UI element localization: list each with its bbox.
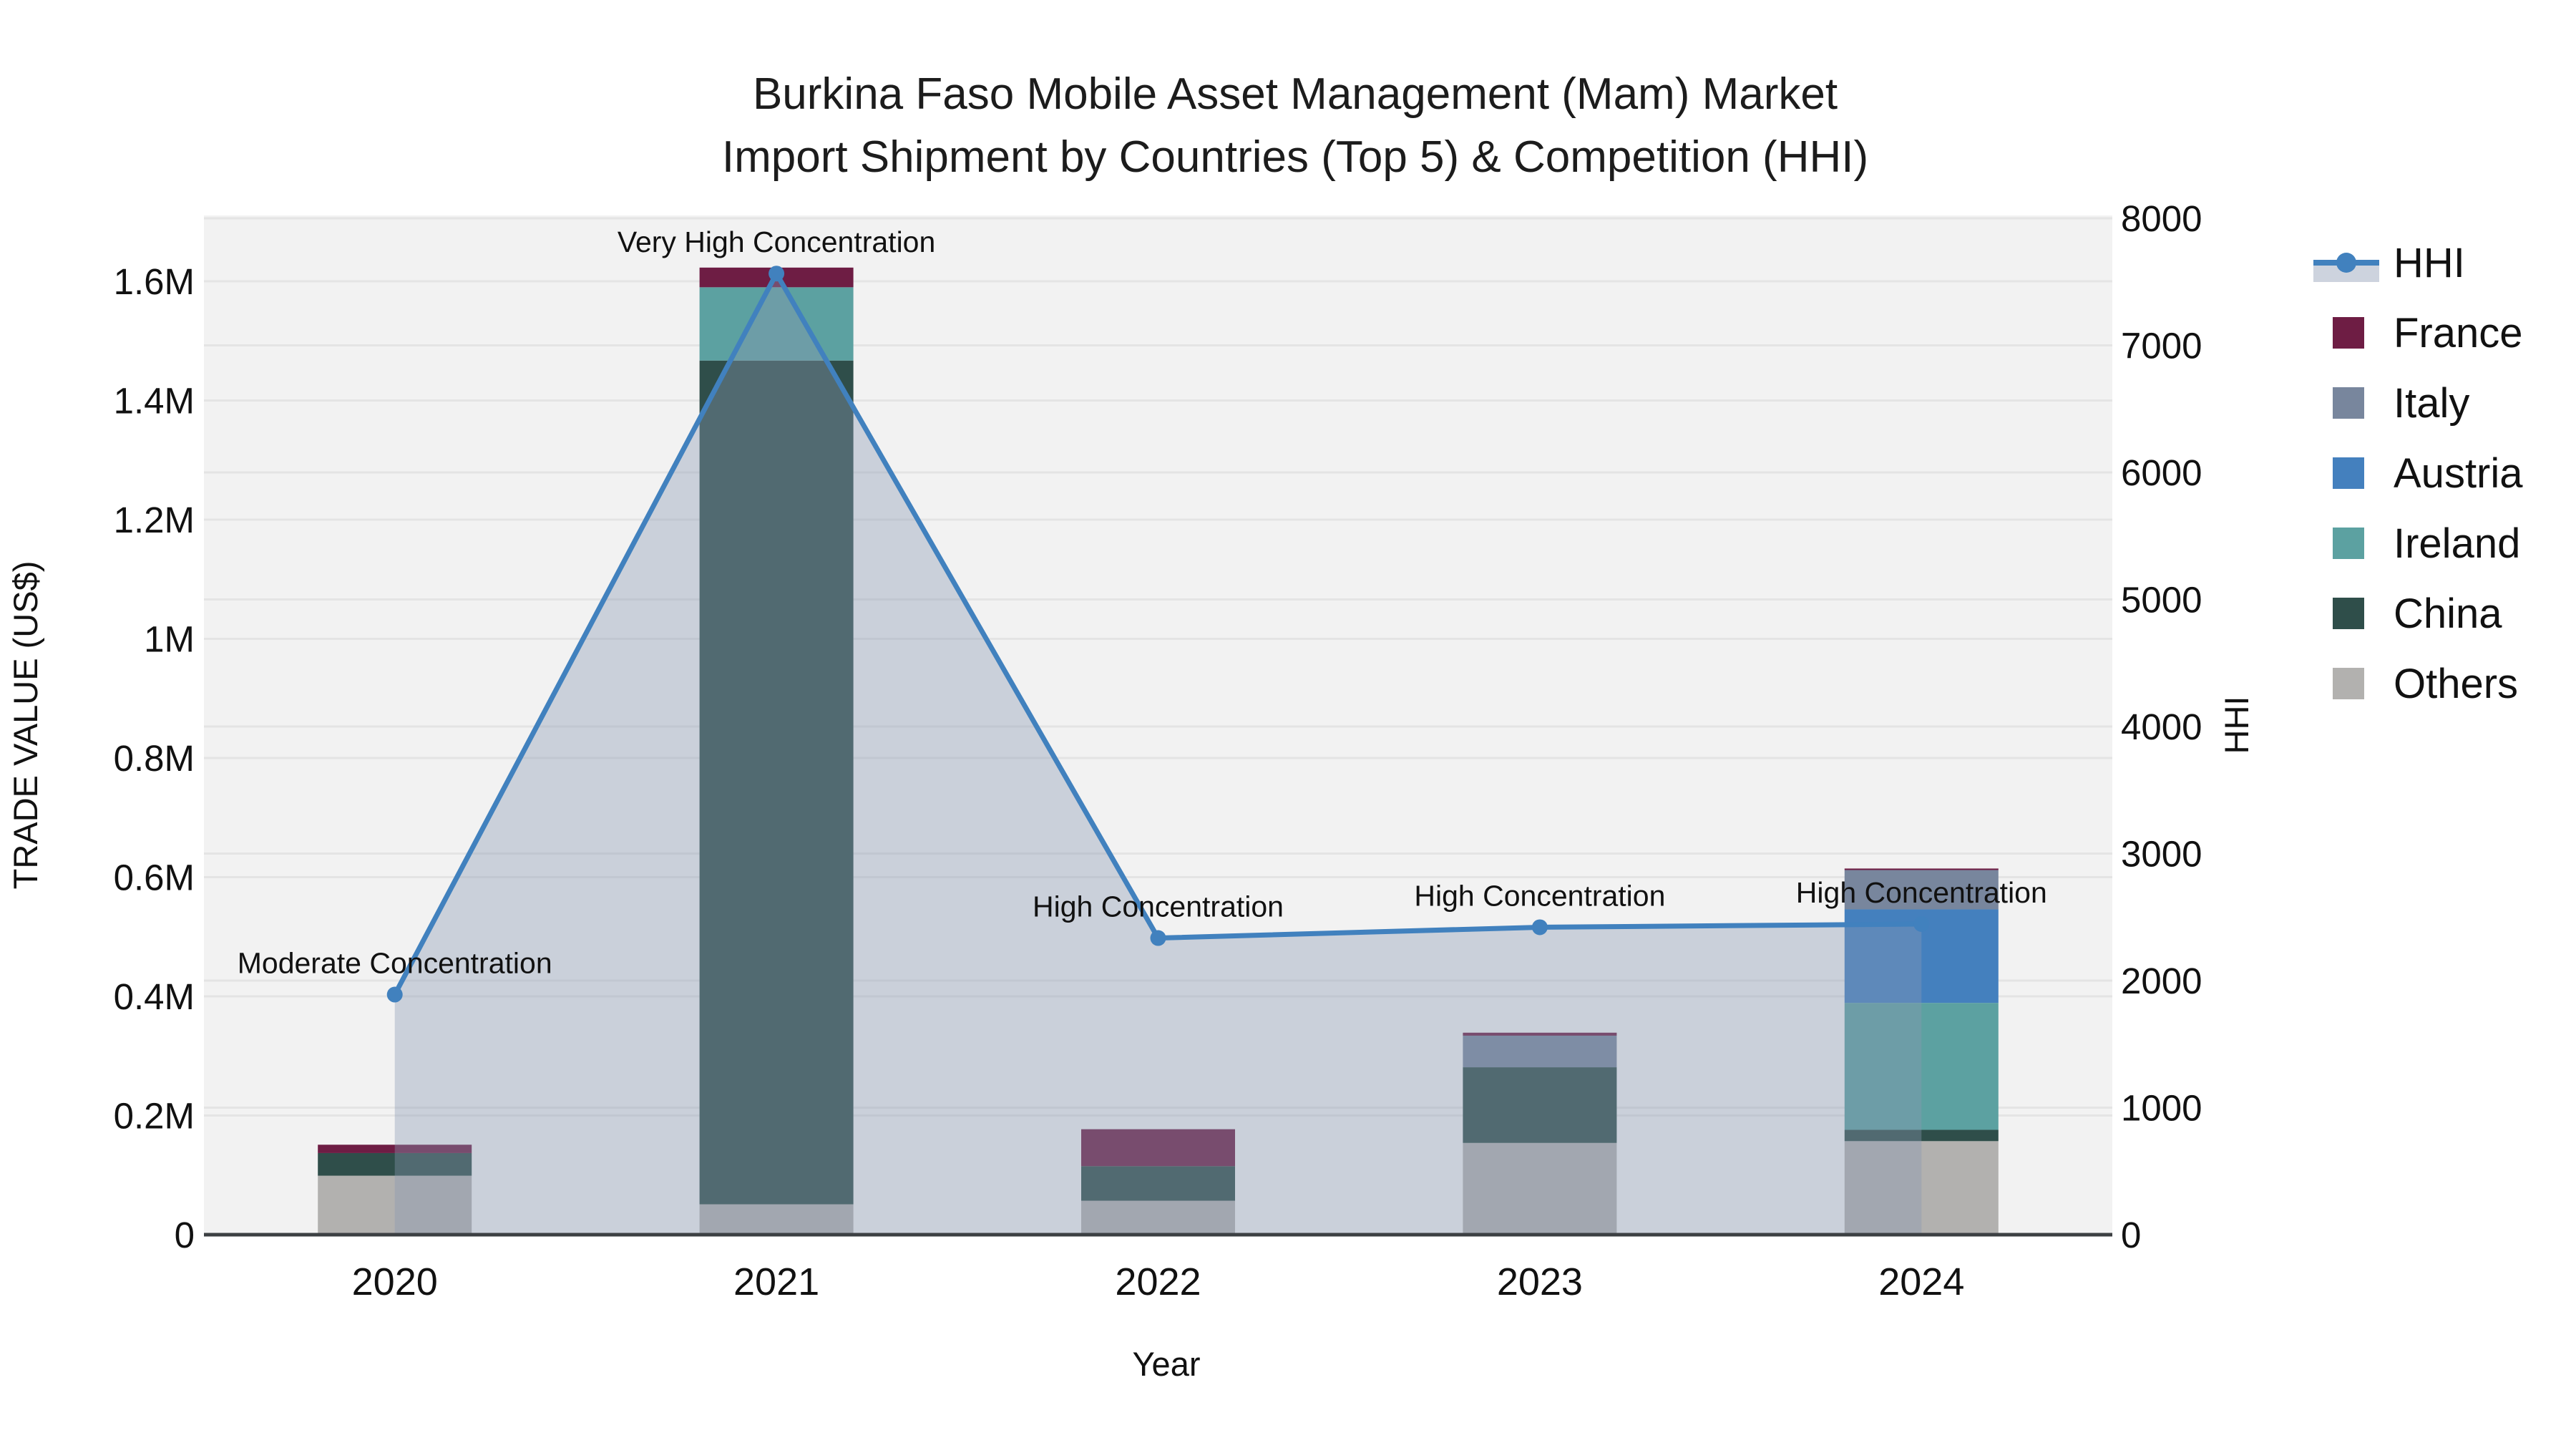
bar-others-2021[interactable] [699, 1204, 854, 1235]
legend-item-hhi[interactable]: HHI [2313, 240, 2465, 286]
legend-item-italy[interactable]: Italy [2333, 380, 2469, 427]
legend-item-ireland[interactable]: Ireland [2333, 520, 2520, 567]
y-right-tick-labels: 0 1000 2000 3000 4000 5000 6000 7000 8000 [2121, 198, 2202, 1255]
legend-label-italy: Italy [2394, 380, 2469, 427]
y-left-tick-1.6M: 1.6M [114, 261, 195, 302]
y-right-axis-title: HHI [2218, 696, 2255, 754]
legend-swatch-china [2333, 598, 2364, 629]
bar-china-2023[interactable] [1463, 1067, 1617, 1143]
legend-label-ireland: Ireland [2394, 520, 2520, 567]
legend-label-france: France [2394, 310, 2523, 356]
y-right-tick-8000: 8000 [2121, 198, 2202, 239]
y-left-tick-1.2M: 1.2M [114, 500, 195, 540]
annotation-2023: High Concentration [1414, 879, 1665, 912]
legend-swatch-italy [2333, 387, 2364, 419]
bar-ireland-2024[interactable] [1844, 1003, 1999, 1130]
bar-france-2022[interactable] [1081, 1129, 1235, 1167]
annotation-2024: High Concentration [1796, 876, 2047, 909]
legend-swatch-france [2333, 317, 2364, 349]
y-left-tick-0.8M: 0.8M [114, 738, 195, 779]
legend-label-china: China [2394, 591, 2502, 637]
plot-area [204, 215, 2112, 1235]
y-left-tick-0.2M: 0.2M [114, 1096, 195, 1137]
bar-italy-2024[interactable] [1844, 870, 1999, 910]
chart-title-line2: Import Shipment by Countries (Top 5) & C… [722, 132, 1868, 182]
y-left-tick-0.6M: 0.6M [114, 857, 195, 898]
x-axis-title: Year [1133, 1345, 1201, 1383]
bar-others-2020[interactable] [318, 1175, 472, 1235]
legend-label-others: Others [2394, 661, 2518, 707]
y-right-tick-5000: 5000 [2121, 580, 2202, 621]
bar-france-2020[interactable] [318, 1145, 472, 1153]
legend: HHI France Italy Austria Ireland China Others [2313, 240, 2523, 707]
annotation-2021: Very High Concentration [618, 225, 935, 258]
bar-china-2024[interactable] [1844, 1129, 1999, 1142]
bar-others-2022[interactable] [1081, 1200, 1235, 1235]
bar-china-2021[interactable] [699, 360, 854, 1205]
legend-item-others[interactable]: Others [2333, 661, 2518, 707]
x-tick-2020: 2020 [352, 1260, 438, 1303]
bar-italy-2023[interactable] [1463, 1035, 1617, 1068]
chart-title-line1: Burkina Faso Mobile Asset Management (Ma… [753, 69, 1838, 119]
legend-item-austria[interactable]: Austria [2333, 450, 2523, 497]
annotation-2022: High Concentration [1033, 890, 1284, 923]
x-tick-2021: 2021 [733, 1260, 819, 1303]
legend-item-china[interactable]: China [2333, 591, 2502, 637]
y-left-tick-0.4M: 0.4M [114, 976, 195, 1017]
hhi-area-fill [394, 273, 1922, 1235]
bar-france-2023[interactable] [1463, 1032, 1617, 1036]
y-right-tick-4000: 4000 [2121, 706, 2202, 747]
x-tick-2024: 2024 [1878, 1260, 1964, 1303]
y-right-tick-1000: 1000 [2121, 1088, 2202, 1129]
hhi-point-2020[interactable] [386, 986, 403, 1003]
y-right-tick-7000: 7000 [2121, 326, 2202, 366]
y-left-tick-0: 0 [175, 1215, 195, 1255]
bar-china-2020[interactable] [318, 1152, 472, 1176]
bar-france-2024[interactable] [1844, 868, 1999, 870]
legend-item-france[interactable]: France [2333, 310, 2523, 356]
hhi-point-2022[interactable] [1150, 930, 1166, 946]
legend-swatch-others [2333, 668, 2364, 699]
hhi-point-2023[interactable] [1531, 919, 1548, 936]
hhi-line-layer [386, 266, 1930, 1235]
annotations-layer: Moderate Concentration Very High Concentr… [238, 225, 2047, 979]
legend-hhi-marker-key [2336, 253, 2356, 273]
hhi-point-2021[interactable] [769, 266, 785, 282]
bar-others-2024[interactable] [1844, 1141, 1999, 1235]
legend-swatch-ireland [2333, 528, 2364, 559]
x-tick-labels: 2020 2021 2022 2023 2024 [352, 1260, 1965, 1303]
gridlines [204, 217, 2112, 1117]
y-right-tick-0: 0 [2121, 1215, 2141, 1255]
x-tick-2023: 2023 [1497, 1260, 1583, 1303]
bar-china-2022[interactable] [1081, 1166, 1235, 1201]
legend-label-hhi: HHI [2394, 240, 2465, 286]
y-left-tick-labels: 0 0.2M 0.4M 0.6M 0.8M 1M 1.2M 1.4M 1.6M [114, 261, 195, 1255]
annotation-2020: Moderate Concentration [238, 947, 552, 980]
y-left-tick-1.4M: 1.4M [114, 381, 195, 422]
y-right-tick-2000: 2000 [2121, 961, 2202, 1001]
y-left-tick-1M: 1M [144, 619, 195, 660]
y-right-tick-3000: 3000 [2121, 834, 2202, 875]
x-tick-2022: 2022 [1115, 1260, 1201, 1303]
legend-swatch-austria [2333, 457, 2364, 489]
legend-label-austria: Austria [2394, 450, 2523, 497]
y-left-axis-title: TRADE VALUE (US$) [6, 561, 44, 890]
y-right-tick-6000: 6000 [2121, 452, 2202, 493]
bar-series-layer [318, 267, 1999, 1235]
bar-others-2023[interactable] [1463, 1142, 1617, 1235]
bar-ireland-2021[interactable] [699, 287, 854, 361]
hhi-point-2024[interactable] [1913, 916, 1930, 933]
